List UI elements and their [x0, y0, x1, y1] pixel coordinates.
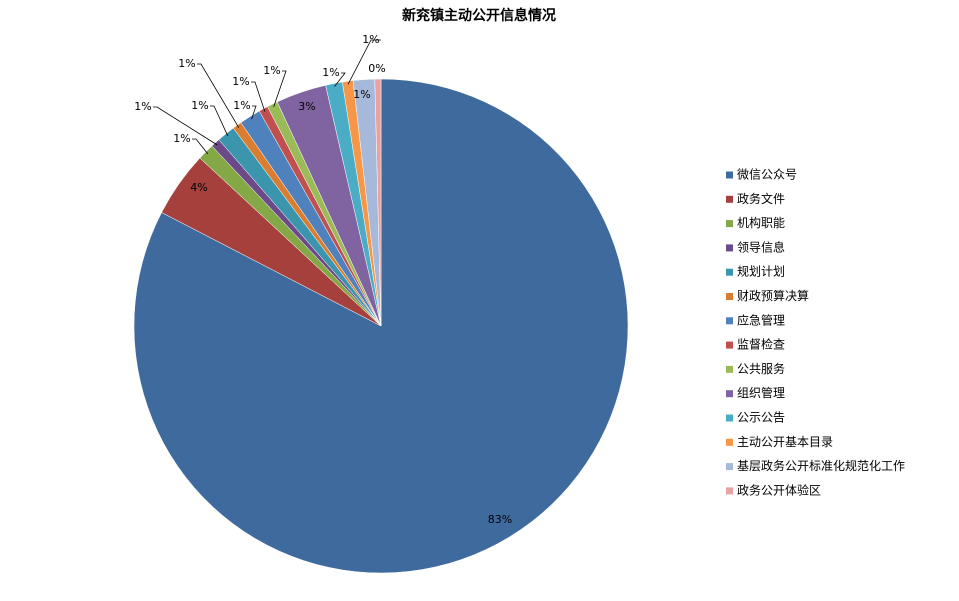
data-label: 1% — [134, 100, 151, 113]
data-label: 3% — [298, 100, 315, 113]
leader-line — [347, 39, 381, 85]
legend-swatch — [726, 487, 733, 495]
data-label: 1% — [191, 99, 208, 112]
legend-label: 公示公告 — [737, 411, 785, 425]
legend-label: 组织管理 — [737, 385, 785, 400]
legend-swatch — [726, 293, 733, 300]
leader-line — [273, 70, 287, 108]
leader-line — [192, 138, 209, 155]
data-label: 1% — [233, 99, 250, 112]
leader-line — [334, 72, 346, 87]
legend-swatch — [726, 268, 733, 276]
data-label: 1% — [178, 57, 195, 70]
leader-line — [251, 81, 266, 112]
leader-line — [197, 63, 240, 128]
leader-line — [251, 105, 257, 120]
legend-swatch — [726, 195, 733, 203]
legend-label: 微信公众号 — [737, 168, 797, 182]
legend-label: 主动公开基本目录 — [737, 435, 833, 449]
data-label: 1% — [322, 66, 339, 79]
legend-swatch — [726, 341, 733, 349]
data-label: 0% — [368, 62, 385, 75]
leader-line — [153, 106, 218, 146]
legend-swatch — [726, 317, 733, 325]
legend-label: 基层政务公开标准化规范化工作 — [737, 458, 905, 473]
data-label: 1% — [353, 88, 370, 101]
legend-swatch — [726, 390, 733, 398]
legend-label: 应急管理 — [737, 312, 785, 327]
legend-swatch — [726, 438, 733, 446]
data-label: 4% — [190, 181, 207, 194]
data-label: 1% — [232, 75, 249, 88]
legend-swatch — [726, 463, 733, 471]
data-label: 1% — [173, 132, 190, 145]
data-label: 1% — [263, 64, 280, 77]
pie-slice — [374, 78, 382, 327]
legend-swatch — [726, 171, 733, 179]
pie-slice — [133, 78, 629, 574]
legend-label: 规划计划 — [737, 264, 785, 279]
legend-label: 政务文件 — [737, 191, 785, 206]
legend-label: 政务公开体验区 — [737, 482, 821, 497]
legend-swatch — [726, 414, 733, 422]
legend-label: 机构职能 — [737, 215, 785, 230]
legend-label: 监督检查 — [737, 337, 785, 352]
legend-label: 领导信息 — [737, 239, 785, 254]
leader-line — [210, 105, 229, 137]
legend-swatch — [726, 244, 733, 252]
legend-label: 财政预算决算 — [737, 288, 809, 303]
legend-label: 公共服务 — [737, 361, 785, 376]
chart-title: 新兖镇主动公开信息情况 — [402, 7, 556, 24]
data-label: 83% — [488, 513, 512, 526]
data-label: 1% — [362, 33, 379, 46]
legend-swatch — [726, 365, 733, 373]
legend-swatch — [726, 220, 733, 228]
